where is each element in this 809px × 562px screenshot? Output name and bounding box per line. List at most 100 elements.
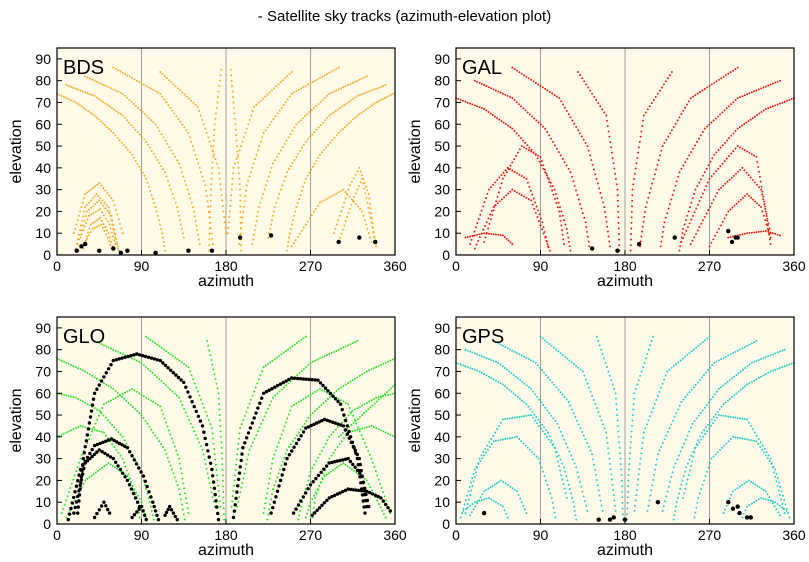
data-point xyxy=(614,504,616,507)
y-tick-label: 20 xyxy=(35,203,51,219)
data-point xyxy=(629,441,632,444)
data-point xyxy=(767,230,770,233)
data-point xyxy=(640,370,643,373)
data-point xyxy=(208,244,211,247)
data-point xyxy=(217,484,220,487)
data-point xyxy=(509,437,511,440)
data-point xyxy=(229,199,232,202)
data-point xyxy=(93,220,96,223)
data-point xyxy=(88,93,91,96)
data-point xyxy=(768,233,771,236)
data-point xyxy=(513,158,516,161)
data-point xyxy=(749,118,752,121)
highlight-point xyxy=(319,470,323,474)
data-point xyxy=(774,368,777,371)
data-point xyxy=(631,199,634,202)
data-point xyxy=(93,226,96,229)
data-point xyxy=(219,419,222,422)
data-point xyxy=(483,240,486,243)
data-point xyxy=(91,222,94,225)
data-point xyxy=(678,116,681,119)
data-point xyxy=(732,150,735,153)
data-point xyxy=(315,105,318,107)
data-point xyxy=(505,194,508,197)
data-point xyxy=(598,494,601,497)
data-point xyxy=(509,96,511,98)
highlight-point xyxy=(358,462,362,467)
data-point xyxy=(89,199,92,202)
x-tick-label: 90 xyxy=(134,258,150,274)
data-point xyxy=(739,370,742,373)
data-point xyxy=(321,75,324,78)
data-point xyxy=(590,159,593,162)
y-tick-label: 80 xyxy=(35,73,51,89)
data-point xyxy=(210,177,213,180)
data-point xyxy=(499,343,502,346)
data-point xyxy=(84,370,87,373)
data-point xyxy=(370,212,373,215)
data-point xyxy=(254,224,257,227)
data-point xyxy=(104,189,107,192)
data-point xyxy=(332,431,335,434)
data-point xyxy=(363,371,366,374)
data-point xyxy=(750,439,753,442)
data-point xyxy=(95,341,98,344)
data-point xyxy=(311,81,314,83)
highlight-point xyxy=(322,501,327,505)
data-point xyxy=(576,419,578,422)
data-point xyxy=(226,232,229,235)
data-point xyxy=(500,174,503,177)
data-point xyxy=(713,81,716,84)
data-point xyxy=(362,438,365,441)
data-point xyxy=(476,502,479,505)
highlight-point xyxy=(111,358,116,363)
data-point xyxy=(749,176,752,179)
highlight-point xyxy=(338,402,343,406)
data-point xyxy=(104,124,106,127)
data-point xyxy=(743,169,746,172)
data-point xyxy=(107,206,110,209)
data-point xyxy=(571,119,574,122)
data-point xyxy=(716,192,719,194)
data-point xyxy=(377,100,380,103)
data-point xyxy=(83,210,86,213)
data-point xyxy=(293,91,296,94)
highlight-point xyxy=(133,496,138,500)
data-point xyxy=(244,195,247,197)
highlight-point xyxy=(211,474,215,478)
data-point xyxy=(563,466,565,469)
data-point xyxy=(384,361,387,364)
data-point xyxy=(481,457,484,460)
data-point xyxy=(727,72,730,75)
data-point xyxy=(762,374,765,377)
data-point xyxy=(573,184,576,187)
data-point xyxy=(788,516,791,519)
data-point xyxy=(180,227,183,230)
data-point xyxy=(380,487,383,489)
data-point xyxy=(301,146,303,149)
data-point xyxy=(613,167,616,170)
data-point xyxy=(558,215,561,218)
data-point xyxy=(476,500,479,503)
data-point xyxy=(213,448,216,450)
data-point xyxy=(582,495,585,498)
data-point xyxy=(487,86,490,89)
data-point xyxy=(637,473,640,476)
data-point xyxy=(62,507,65,510)
y-tick-label: 90 xyxy=(434,320,450,336)
data-point xyxy=(676,119,679,122)
data-point xyxy=(288,236,291,239)
data-point xyxy=(703,406,706,409)
data-point xyxy=(716,410,719,413)
data-point xyxy=(616,194,619,197)
data-point xyxy=(362,110,365,113)
data-point xyxy=(160,409,163,412)
data-point xyxy=(628,457,631,460)
data-point xyxy=(746,150,749,153)
data-point xyxy=(352,414,355,417)
highlight-point xyxy=(103,451,107,456)
data-point xyxy=(142,395,145,398)
data-point xyxy=(175,480,178,483)
highlight-point xyxy=(328,391,333,396)
data-point xyxy=(207,205,210,208)
